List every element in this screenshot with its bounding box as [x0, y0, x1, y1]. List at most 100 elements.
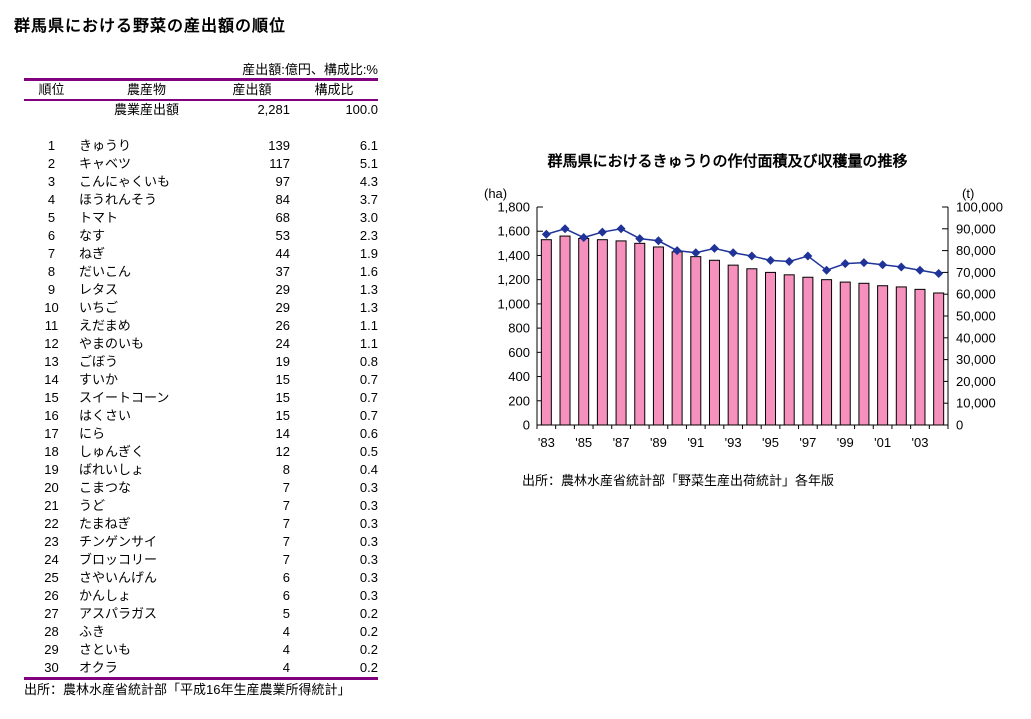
diamond-marker [691, 248, 701, 258]
left-axis-tick-label: 0 [523, 418, 530, 433]
rank-cell: 23 [44, 534, 59, 549]
name-cell: やまのいも [79, 336, 145, 351]
bar-planted-area [596, 239, 608, 426]
rank-cell: 21 [44, 498, 59, 513]
name-cell: いちご [79, 300, 119, 315]
left-axis-tick-label: 1,800 [497, 202, 530, 215]
rank-cell: 1 [47, 138, 56, 153]
right-axis-tick-label: 10,000 [956, 396, 996, 411]
rank-cell: 11 [44, 318, 59, 333]
name-cell: ほうれんそう [79, 192, 158, 207]
name-cell: アスパラガス [79, 606, 158, 621]
diamond-marker [896, 262, 906, 272]
table-row: 農業産出額 2,281 100.0 [24, 100, 378, 119]
diamond-marker [934, 268, 944, 278]
right-axis-tick-label: 50,000 [956, 309, 996, 324]
rank-cell: 27 [44, 606, 59, 621]
name-cell: キャベツ [79, 156, 132, 171]
table-row: 22 たまねぎ 7 0.3 [24, 515, 378, 533]
name-cell: ブロッコリー [79, 552, 158, 567]
table-row: 8 だいこん 37 1.6 [24, 263, 378, 281]
val-cell: 7 [282, 480, 290, 495]
right-axis-tick-label: 100,000 [956, 202, 1003, 215]
table-row: 3 こんにゃくいも 97 4.3 [24, 173, 378, 191]
share-cell: 0.3 [359, 516, 378, 531]
table-row: 19 ばれいしょ 8 0.4 [24, 461, 378, 479]
val-cell: 4 [282, 660, 290, 675]
name-cell: うど [79, 498, 106, 513]
table-row: 9 レタス 29 1.3 [24, 281, 378, 299]
bar-planted-area [578, 237, 590, 426]
bar-planted-area [914, 288, 926, 426]
name-cell: さやいんげん [79, 570, 158, 585]
page-title: 群馬県における野菜の産出額の順位 [14, 18, 287, 35]
chart-source: 出所：農林水産省統計部「野菜生産出荷統計」各年版 [522, 473, 835, 488]
val-cell: 44 [275, 246, 290, 261]
val-cell: 68 [275, 210, 290, 225]
rank-cell: 6 [47, 228, 56, 243]
table-row: 28 ふき 4 0.2 [24, 623, 378, 641]
name-cell: にら [79, 426, 106, 441]
chart-title: 群馬県におけるきゅうりの作付面積及び収穫量の推移 [547, 153, 908, 170]
val-cell: 7 [282, 552, 290, 567]
ranking-table-block: 産出額:億円、構成比:% 順位 農産物 産出額 構成比 農業産出額 2,281 10… [24, 62, 378, 699]
x-axis-tick-label: '91 [687, 435, 704, 450]
table-row: 14 すいか 15 0.7 [24, 371, 378, 389]
val-cell: 7 [282, 516, 290, 531]
table-row: 16 はくさい 15 0.7 [24, 407, 378, 425]
right-axis-tick-label: 40,000 [956, 330, 996, 345]
name-cell: 農業産出額 [113, 102, 179, 117]
bar-planted-area [802, 276, 814, 426]
left-axis-tick-label: 1,600 [497, 224, 530, 239]
bar-planted-area [708, 259, 720, 426]
share-cell: 0.2 [359, 624, 378, 639]
rank-cell: 14 [44, 372, 59, 387]
share-cell: 1.1 [359, 318, 378, 333]
val-cell: 8 [282, 462, 290, 477]
rank-cell: 15 [44, 390, 59, 405]
val-cell: 6 [282, 588, 290, 603]
val-cell: 15 [275, 372, 290, 387]
left-axis-tick-label: 600 [508, 345, 530, 360]
bar-planted-area [671, 251, 683, 426]
right-axis-tick-label: 0 [956, 418, 963, 433]
share-cell: 0.6 [359, 426, 378, 441]
table-row: 26 かんしょ 6 0.3 [24, 587, 378, 605]
x-axis-tick-label: '85 [575, 435, 592, 450]
share-cell: 0.2 [359, 642, 378, 657]
bar-planted-area [877, 285, 889, 426]
val-cell: 97 [275, 174, 290, 189]
left-axis-tick-label: 1,000 [497, 296, 530, 311]
rank-cell: 9 [47, 282, 56, 297]
rank-cell: 28 [44, 624, 59, 639]
x-axis-tick-label: '03 [912, 435, 929, 450]
name-cell: ごぼう [79, 354, 119, 369]
right-axis-tick-label: 70,000 [956, 265, 996, 280]
left-axis-tick-label: 200 [508, 393, 530, 408]
diamond-marker [597, 227, 607, 237]
col-header-rank: 順位 [38, 82, 65, 97]
diamond-marker [747, 251, 757, 261]
share-cell: 0.3 [359, 588, 378, 603]
spacer-row [24, 119, 378, 137]
table-row: 17 にら 14 0.6 [24, 425, 378, 443]
share-cell: 1.6 [359, 264, 378, 279]
x-axis-tick-label: '89 [650, 435, 667, 450]
share-cell: 0.3 [359, 498, 378, 513]
table-row: 20 こまつな 7 0.3 [24, 479, 378, 497]
share-cell: 100.0 [345, 102, 378, 117]
rank-cell: 3 [47, 174, 56, 189]
val-cell: 2,281 [257, 102, 290, 117]
rank-cell: 8 [47, 264, 56, 279]
share-cell: 0.3 [359, 552, 378, 567]
name-cell: ねぎ [79, 246, 106, 261]
unit-note: 産出額:億円、構成比:% [242, 62, 378, 77]
name-cell: チンゲンサイ [79, 534, 158, 549]
name-cell: オクラ [79, 660, 118, 675]
val-cell: 84 [275, 192, 290, 207]
val-cell: 4 [282, 642, 290, 657]
table-row: 11 えだまめ 26 1.1 [24, 317, 378, 335]
x-axis-tick-label: '99 [837, 435, 854, 450]
line-harvest-quantity [546, 228, 939, 275]
name-cell: こんにゃくいも [79, 174, 171, 189]
